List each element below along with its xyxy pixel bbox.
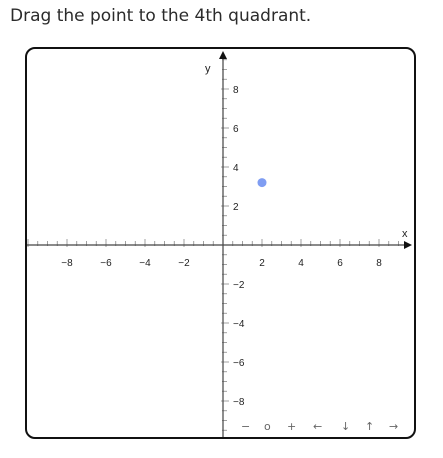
pan-down-button[interactable]: ↓ (341, 420, 350, 433)
y-tick-label: −2 (233, 280, 245, 291)
instruction-text: Drag the point to the 4th quadrant. (10, 6, 312, 26)
navigation-bar: − o + ← ↓ ↑ → (241, 420, 398, 433)
x-tick-label: 4 (298, 258, 304, 269)
x-tick-label: 6 (337, 258, 343, 269)
coordinate-plane[interactable]: −8 −6 −4 −2 2 4 6 8 8 6 4 2 −2 −4 −6 −8 x y − o + ← ↓ … (27, 49, 414, 437)
y-axis-label: y (205, 63, 211, 75)
x-axis-arrow-icon (404, 241, 412, 249)
pan-left-button[interactable]: ← (313, 420, 322, 433)
y-tick-label: 4 (233, 163, 239, 174)
zoom-in-button[interactable]: + (287, 420, 296, 433)
x-tick-label: −6 (100, 258, 112, 269)
draggable-point[interactable] (257, 178, 267, 188)
x-tick-label: −4 (139, 258, 151, 269)
x-tick-label: 8 (376, 258, 382, 269)
reset-view-button[interactable]: o (264, 420, 271, 433)
y-tick-label: 6 (233, 124, 239, 135)
x-tick-label: 2 (259, 258, 265, 269)
coordinate-board[interactable]: −8 −6 −4 −2 2 4 6 8 8 6 4 2 −2 −4 −6 −8 x y − o + ← ↓ … (25, 47, 416, 439)
y-axis-arrow-icon (219, 51, 227, 59)
y-tick-label: −4 (233, 319, 245, 330)
y-tick-label: −8 (233, 397, 245, 408)
pan-up-button[interactable]: ↑ (365, 420, 374, 433)
y-tick-label: 2 (233, 202, 239, 213)
zoom-out-button[interactable]: − (241, 420, 250, 433)
pan-right-button[interactable]: → (389, 420, 398, 433)
x-axis-label: x (402, 228, 408, 240)
x-tick-label: −2 (178, 258, 190, 269)
x-tick-label: −8 (61, 258, 73, 269)
y-tick-label: 8 (233, 85, 239, 96)
y-tick-label: −6 (233, 358, 245, 369)
